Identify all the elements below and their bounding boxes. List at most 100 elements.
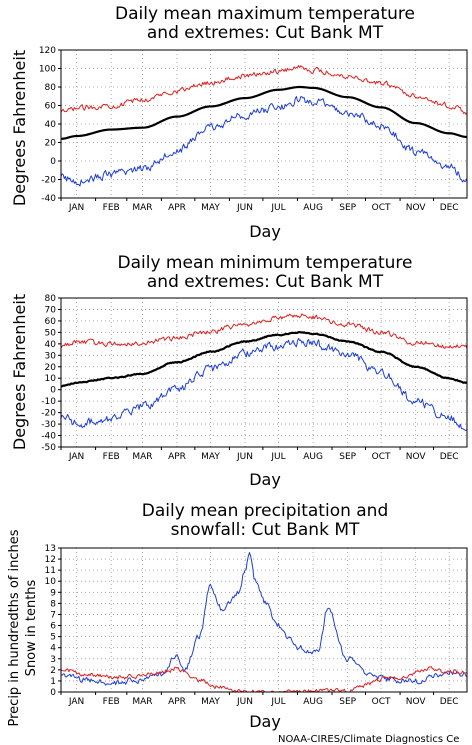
x-tick-label: MAY	[201, 697, 220, 707]
x-tick-label: JAN	[68, 203, 84, 213]
plot-frame	[60, 547, 468, 693]
y-tick-label: -10	[41, 397, 56, 407]
y-tick-label: 10	[45, 374, 57, 384]
y-tick-label: 0	[50, 157, 56, 167]
x-tick-label: MAR	[132, 452, 152, 462]
y-tick-label: -20	[41, 176, 56, 186]
x-tick-label: DEC	[440, 452, 459, 462]
series-line-low-extreme	[61, 337, 467, 431]
x-tick-label: NOV	[406, 203, 427, 213]
y-tick-label: -40	[41, 194, 56, 204]
y-tick-label: 12	[45, 555, 56, 565]
chart-title-line2: and extremes: Cut Bank MT	[147, 272, 384, 292]
y-tick-label: 13	[45, 544, 56, 554]
chart-title-line1: Daily mean precipitation and	[142, 501, 389, 521]
y-tick-label: 4	[50, 644, 56, 654]
x-tick-label: MAY	[201, 452, 220, 462]
y-tick-label: 8	[50, 599, 56, 609]
x-tick-label: JAN	[68, 697, 84, 707]
x-tick-label: JUL	[270, 697, 285, 707]
series-line-mean	[61, 330, 467, 388]
y-tick-label: 2	[50, 666, 56, 676]
y-tick-label: 100	[39, 65, 56, 75]
y-tick-label: 5	[50, 633, 56, 643]
y-tick-label: -40	[41, 432, 56, 442]
y-tick-label: 60	[45, 102, 57, 112]
y-tick-label: 6	[50, 622, 56, 632]
y-tick-label: -20	[41, 409, 56, 419]
x-tick-label: DEC	[440, 203, 459, 213]
x-tick-label: FEB	[103, 452, 120, 462]
y-tick-label: 20	[45, 363, 57, 373]
y-axis-label-line1: Precip in hundredths of inches	[7, 529, 22, 726]
x-axis-label: Day	[249, 222, 281, 241]
x-tick-label: APR	[168, 452, 186, 462]
chart-title-line2: snowfall: Cut Bank MT	[171, 520, 360, 540]
precipitation-panel: Daily mean precipitation and snowfall: C…	[7, 501, 468, 731]
x-tick-label: FEB	[103, 697, 120, 707]
x-tick-label: AUG	[303, 203, 323, 213]
x-tick-label: JUN	[236, 697, 253, 707]
x-tick-label: MAR	[132, 697, 152, 707]
series-line-precipitation	[61, 551, 467, 686]
y-tick-label: 0	[50, 386, 56, 396]
x-tick-label: DEC	[440, 697, 459, 707]
y-tick-label: 9	[50, 588, 56, 598]
x-axis-label: Day	[249, 470, 281, 489]
y-tick-label: 80	[45, 83, 57, 93]
y-tick-label: 70	[45, 305, 57, 315]
x-tick-label: SEP	[339, 203, 356, 213]
y-axis-label: Degrees Fahrenheit	[10, 50, 29, 206]
y-tick-label: 40	[45, 340, 57, 350]
y-axis-label-line2: Snow in tenths	[24, 579, 39, 676]
y-tick-label: 80	[45, 294, 57, 304]
plot-frame	[60, 297, 468, 448]
max-temperature-panel: Daily mean maximum temperature and extre…	[10, 4, 468, 241]
y-tick-label: 50	[45, 328, 57, 338]
chart-title-line1: Daily mean minimum temperature	[118, 253, 413, 273]
y-tick-label: -50	[41, 443, 56, 453]
x-tick-label: JUN	[236, 203, 253, 213]
grid-lines	[61, 50, 467, 198]
series-line-low-extreme	[61, 95, 467, 187]
chart-title-line2: and extremes: Cut Bank MT	[147, 23, 384, 43]
x-tick-label: MAR	[132, 203, 152, 213]
x-tick-label: AUG	[303, 697, 323, 707]
y-tick-label: 1	[50, 677, 56, 687]
series-line-snowfall	[61, 666, 467, 692]
y-tick-label: 30	[45, 351, 57, 361]
series-line-high-extreme	[61, 313, 467, 349]
series-line-mean	[61, 85, 467, 140]
grid-lines	[61, 298, 467, 447]
x-tick-label: SEP	[339, 697, 356, 707]
x-tick-label: NOV	[406, 452, 427, 462]
x-tick-label: MAY	[201, 203, 220, 213]
credit-text: NOAA-CIRES/Climate Diagnostics Ce	[278, 734, 459, 745]
min-temperature-panel: Daily mean minimum temperature and extre…	[10, 253, 468, 489]
x-tick-label: AUG	[303, 452, 323, 462]
x-tick-label: FEB	[103, 203, 120, 213]
x-tick-label: SEP	[339, 452, 356, 462]
x-tick-label: OCT	[372, 203, 391, 213]
y-tick-label: 11	[45, 566, 56, 576]
y-tick-label: 10	[45, 577, 57, 587]
x-tick-label: OCT	[372, 452, 391, 462]
y-tick-label: 20	[45, 139, 57, 149]
x-tick-label: JUN	[236, 452, 253, 462]
x-axis-label: Day	[249, 712, 281, 731]
y-tick-label: 60	[45, 317, 57, 327]
x-tick-label: JUL	[270, 203, 285, 213]
x-tick-label: NOV	[406, 697, 427, 707]
y-tick-label: 40	[45, 120, 57, 130]
y-axis-label: Degrees Fahrenheit	[10, 294, 29, 450]
x-tick-label: JUL	[270, 452, 285, 462]
y-tick-label: 7	[50, 610, 56, 620]
series-line-high-extreme	[61, 64, 467, 115]
y-tick-label: -30	[41, 420, 56, 430]
chart-title-line1: Daily mean maximum temperature	[115, 4, 415, 24]
y-tick-label: 120	[39, 46, 56, 56]
plot-frame	[60, 49, 468, 199]
y-tick-label: 0	[50, 688, 56, 698]
y-tick-label: 3	[50, 655, 56, 665]
